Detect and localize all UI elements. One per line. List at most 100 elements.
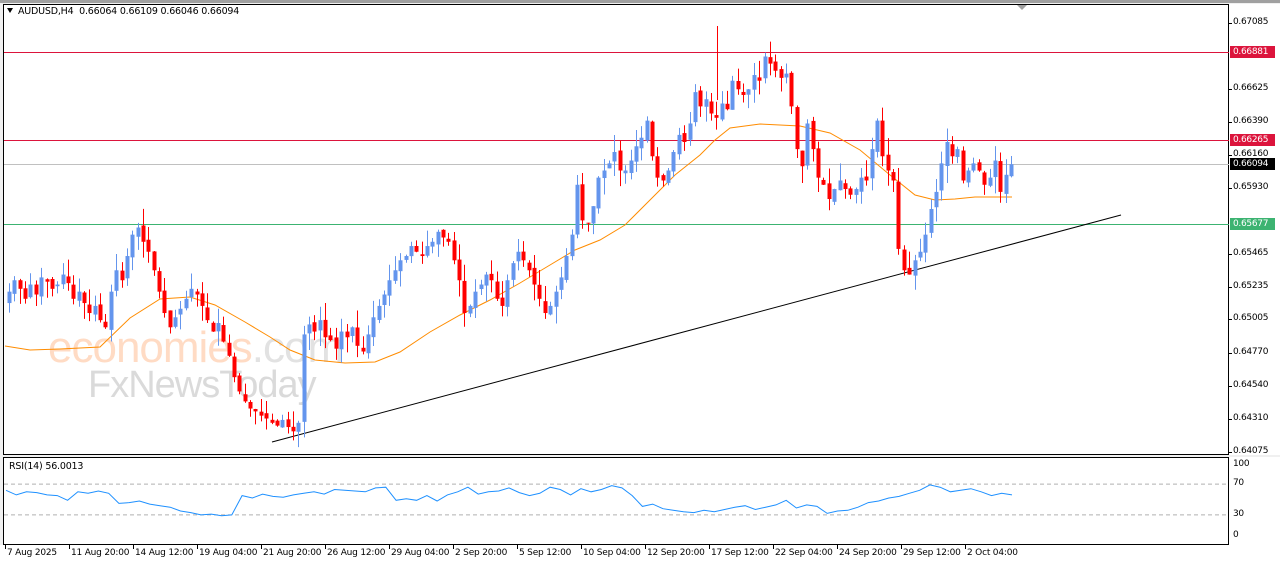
bull-candle bbox=[645, 120, 650, 141]
bull-candle bbox=[366, 334, 371, 354]
bull-candle bbox=[677, 134, 682, 155]
resistance-1-price-label: 0.66881 bbox=[1230, 46, 1275, 58]
bear-candle bbox=[580, 184, 585, 221]
bear-candle bbox=[441, 229, 446, 238]
trendline bbox=[271, 214, 1122, 443]
bull-candle bbox=[28, 284, 33, 298]
time-tick-mark bbox=[837, 545, 838, 549]
watermark-fxnewstoday: FxNewsToday bbox=[88, 364, 317, 406]
bear-candle bbox=[500, 297, 505, 306]
time-tick: 14 Aug 12:00 bbox=[135, 548, 194, 558]
time-tick-mark bbox=[261, 545, 262, 549]
bull-candle bbox=[505, 280, 510, 307]
bull-candle bbox=[870, 149, 875, 179]
bull-candle bbox=[130, 234, 135, 258]
price-tick: 0.65930 bbox=[1233, 181, 1269, 192]
price-tick: 0.66390 bbox=[1233, 116, 1269, 127]
chart-shift-marker-icon[interactable] bbox=[1017, 5, 1027, 10]
bull-candle bbox=[173, 317, 178, 327]
bear-candle bbox=[489, 273, 494, 281]
bear-candle bbox=[328, 335, 333, 341]
current-price-price-label: 0.66094 bbox=[1230, 158, 1275, 170]
watermark-line1-suffix: .com bbox=[251, 323, 344, 372]
bull-candle bbox=[591, 206, 596, 224]
bull-candle bbox=[548, 305, 553, 315]
rsi-indicator-pane[interactable] bbox=[3, 457, 1229, 545]
rsi-tick: 0 bbox=[1233, 530, 1239, 540]
bear-candle bbox=[259, 411, 264, 416]
bear-candle bbox=[355, 327, 360, 346]
window-top-border bbox=[0, 0, 1280, 3]
time-tick-mark bbox=[325, 545, 326, 549]
rsi-tick: 70 bbox=[1233, 478, 1244, 489]
rsi-line bbox=[5, 484, 1013, 517]
bear-candle bbox=[457, 259, 462, 281]
bear-candle bbox=[243, 394, 248, 402]
price-tick: 0.66625 bbox=[1233, 82, 1269, 93]
bull-candle bbox=[596, 177, 601, 209]
bull-candle bbox=[730, 80, 735, 110]
bear-candle bbox=[23, 288, 28, 299]
price-tick-mark bbox=[1229, 385, 1232, 387]
bull-candle bbox=[945, 142, 950, 166]
bear-candle bbox=[162, 290, 167, 314]
bull-candle bbox=[634, 146, 639, 162]
rsi-axis bbox=[1229, 457, 1280, 545]
bear-candle bbox=[698, 90, 703, 107]
bull-candle bbox=[688, 123, 693, 140]
bear-candle bbox=[821, 179, 826, 185]
bull-candle bbox=[988, 177, 993, 186]
bear-candle bbox=[120, 270, 125, 281]
price-tick-mark bbox=[1229, 319, 1232, 321]
bull-candle bbox=[955, 149, 960, 157]
chart-title: AUDUSD,H4 0.66064 0.66109 0.66046 0.6609… bbox=[7, 6, 239, 17]
bull-candle bbox=[387, 280, 392, 296]
bull-candle bbox=[564, 256, 569, 280]
bull-candle bbox=[875, 120, 880, 152]
bull-candle bbox=[77, 291, 82, 301]
bull-candle bbox=[923, 234, 928, 253]
price-tick-mark bbox=[1229, 452, 1232, 453]
bear-candle bbox=[891, 172, 896, 181]
bull-candle bbox=[639, 137, 644, 149]
time-tick: 29 Aug 04:00 bbox=[391, 548, 450, 558]
bear-candle bbox=[741, 91, 746, 95]
bear-candle bbox=[886, 154, 891, 171]
price-chart-pane[interactable] bbox=[3, 4, 1229, 455]
collapse-triangle-icon[interactable] bbox=[7, 8, 13, 13]
bear-candle bbox=[146, 239, 151, 252]
bear-candle bbox=[18, 280, 23, 289]
time-axis[interactable] bbox=[0, 545, 1280, 567]
bear-candle bbox=[452, 240, 457, 261]
bull-candle bbox=[939, 163, 944, 191]
price-tick: 0.67085 bbox=[1233, 17, 1269, 27]
bear-candle bbox=[495, 281, 500, 299]
bear-candle bbox=[950, 144, 955, 157]
bull-candle bbox=[763, 56, 768, 79]
rsi-tick: 100 bbox=[1233, 459, 1250, 469]
bear-candle bbox=[527, 262, 532, 271]
support-price-label: 0.65677 bbox=[1230, 218, 1275, 230]
bull-candle bbox=[629, 160, 634, 174]
bear-candle bbox=[270, 419, 275, 423]
bull-candle bbox=[473, 291, 478, 308]
time-tick-mark bbox=[581, 545, 582, 549]
bull-candle bbox=[377, 305, 382, 320]
time-tick: 10 Sep 04:00 bbox=[583, 548, 641, 558]
bull-candle bbox=[720, 103, 725, 120]
time-tick: 19 Aug 04:00 bbox=[199, 548, 258, 558]
time-tick: 11 Aug 20:00 bbox=[71, 548, 130, 558]
bull-candle bbox=[612, 151, 617, 162]
bull-candle bbox=[1004, 174, 1009, 194]
bear-candle bbox=[420, 254, 425, 257]
bull-candle bbox=[479, 284, 484, 290]
bull-candle bbox=[393, 270, 398, 281]
bull-candle bbox=[805, 123, 810, 166]
price-tick-mark bbox=[1229, 286, 1232, 288]
price-tick-mark bbox=[1229, 88, 1232, 90]
bull-candle bbox=[993, 160, 998, 178]
bear-candle bbox=[586, 222, 591, 224]
bear-candle bbox=[709, 101, 714, 114]
bear-candle bbox=[795, 107, 800, 150]
bull-candle bbox=[784, 73, 789, 78]
